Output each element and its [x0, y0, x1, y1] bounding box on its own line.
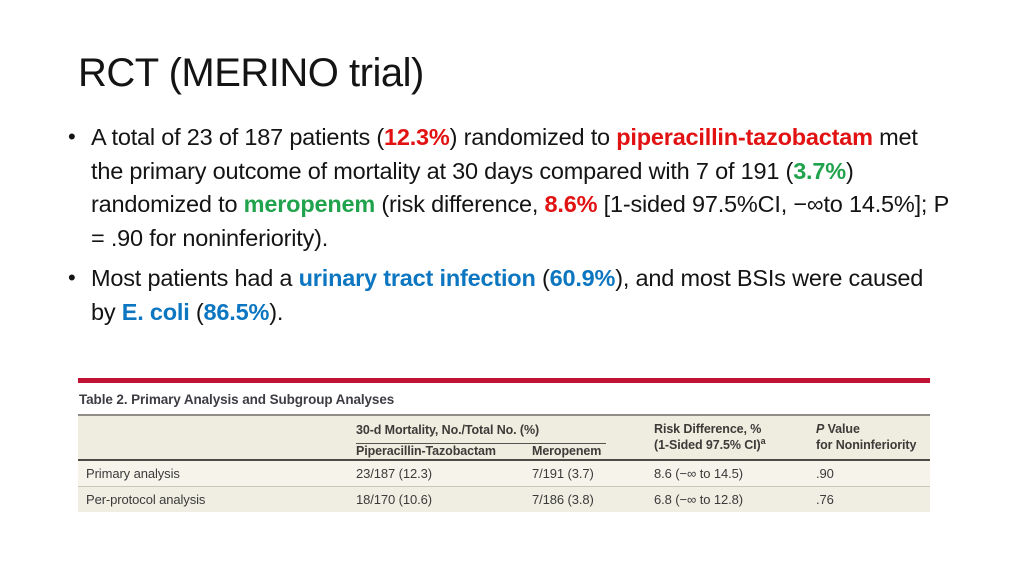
- header-subrow: Piperacillin-Tazobactam Meropenem: [78, 444, 930, 461]
- table-row-per-protocol-analysis: Per-protocol analysis 18/170 (10.6) 7/18…: [78, 486, 931, 513]
- text-segment: 12.3%: [383, 124, 450, 150]
- cell-risk-diff: 8.6 (−∞ to 14.5): [654, 466, 743, 482]
- results-table: 30-d Mortality, No./Total No. (%) Risk D…: [78, 416, 931, 513]
- header-group-mortality: 30-d Mortality, No./Total No. (%): [356, 416, 654, 444]
- cell-p-value: .90: [816, 466, 834, 482]
- text-segment: ) randomized to: [91, 157, 854, 218]
- table-caption: Table 2. Primary Analysis and Subgroup A…: [78, 383, 930, 416]
- text-segment: ), and most BSIs were caused by: [91, 265, 924, 325]
- header-meropenem: Meropenem: [532, 443, 602, 458]
- table-body: Primary analysis 23/187 (12.3) 7/191 (3.…: [78, 460, 931, 513]
- table2-primary-analysis: Table 2. Primary Analysis and Subgroup A…: [78, 378, 931, 513]
- bullet-item-1: A total of 23 of 187 patients (12.3%) ra…: [66, 120, 950, 255]
- bullet-item-2: Most patients had a urinary tract infect…: [66, 261, 950, 329]
- text-segment: Most patients had a: [91, 265, 299, 291]
- header-piperacillin-tazobactam: Piperacillin-Tazobactam: [356, 443, 496, 458]
- header-group-row: 30-d Mortality, No./Total No. (%) Risk D…: [78, 416, 930, 452]
- cell-meropenem: 7/191 (3.7): [532, 466, 594, 482]
- text-segment: (risk difference,: [375, 191, 545, 217]
- header-empty-cell: [78, 416, 356, 444]
- header-risk-difference: Risk Difference, % (1-Sided 97.5% CI)a: [654, 422, 766, 452]
- cell-p-value: .76: [816, 492, 834, 508]
- text-segment: urinary tract infection: [298, 265, 536, 291]
- table-accent-bar: [78, 378, 930, 383]
- text-segment: 86.5%: [203, 298, 270, 325]
- text-segment: 3.7%: [793, 157, 846, 184]
- text-segment: ).: [269, 298, 284, 325]
- text-segment: meropenem: [243, 191, 376, 217]
- header-empty-cell-2: [78, 444, 356, 461]
- cell-meropenem: 7/186 (3.8): [532, 492, 594, 508]
- text-segment: [1-sided 97.5%CI, −∞to 14.5%]; P = .90 f…: [91, 191, 949, 251]
- cell-risk-diff: 6.8 (−∞ to 12.8): [654, 492, 743, 508]
- table-row-primary-analysis: Primary analysis 23/187 (12.3) 7/191 (3.…: [78, 460, 931, 487]
- row-label: Primary analysis: [86, 466, 180, 482]
- text-segment: (: [189, 298, 204, 325]
- text-segment: (: [535, 265, 550, 291]
- text-segment: 8.6%: [544, 191, 598, 217]
- page-title: RCT (MERINO trial): [78, 51, 424, 95]
- text-segment: E. coli: [121, 298, 190, 325]
- cell-pip-taz: 23/187 (12.3): [356, 466, 433, 482]
- footnote-marker-a: a: [760, 435, 766, 446]
- text-segment: ) randomized to: [449, 124, 617, 150]
- table-header: 30-d Mortality, No./Total No. (%) Risk D…: [78, 416, 931, 461]
- header-p-value: P Value for Noninferiority: [816, 422, 917, 452]
- text-segment: piperacillin-tazobactam: [616, 124, 873, 150]
- cell-pip-taz: 18/170 (10.6): [356, 492, 433, 508]
- row-label: Per-protocol analysis: [86, 492, 206, 508]
- bullet-list: A total of 23 of 187 patients (12.3%) ra…: [66, 120, 950, 336]
- text-segment: met the primary outcome of mortality at …: [91, 124, 918, 184]
- text-segment: A total of 23 of 187 patients (: [91, 124, 384, 150]
- text-segment: 60.9%: [549, 265, 616, 291]
